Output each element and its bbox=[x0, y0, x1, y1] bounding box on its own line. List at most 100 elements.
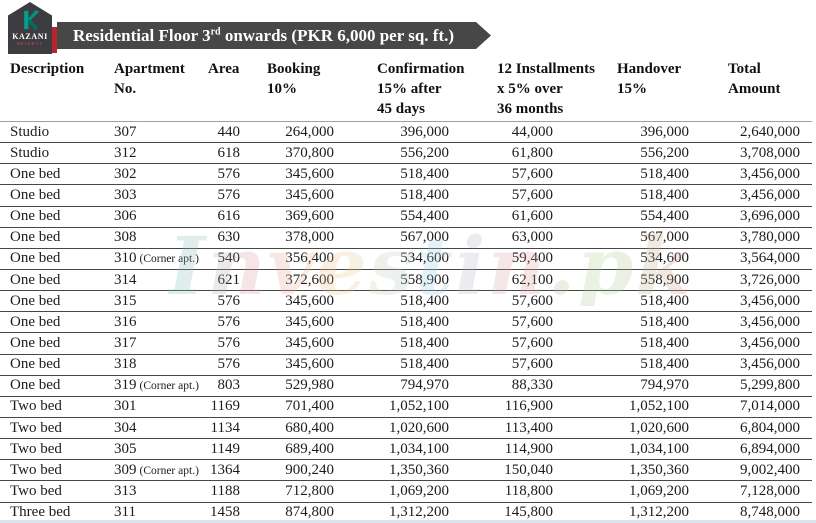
cell-handover: 554,400 bbox=[640, 208, 689, 225]
cell-area: 621 bbox=[217, 271, 241, 288]
cell-description: Two bed bbox=[10, 398, 62, 415]
column-header-1: Description bbox=[10, 59, 114, 119]
table-header-row: Description Apartment No. Area Booking 10% Con… bbox=[0, 59, 812, 119]
cell-apt: 315 bbox=[114, 293, 208, 310]
cell-confirmation: 1,052,100 bbox=[389, 398, 449, 415]
cell-handover: 1,034,100 bbox=[629, 440, 689, 457]
logo-red-accent bbox=[50, 27, 57, 53]
cell-description: Studio bbox=[10, 144, 50, 161]
cell-description: Two bed bbox=[10, 440, 62, 457]
apartment-number: 307 bbox=[114, 123, 137, 140]
column-header-6: 12 Installments x 5% over 36 months bbox=[457, 59, 595, 119]
page-title: Residential Floor 3rd onwards (PKR 6,000… bbox=[73, 26, 454, 46]
cell-handover: 1,020,600 bbox=[629, 419, 689, 436]
cell-confirmation: 518,400 bbox=[400, 313, 449, 330]
cell-area: 576 bbox=[217, 292, 241, 309]
cell-description: Three bed bbox=[10, 504, 71, 521]
table-row: One bed 310 (Corner apt.) 540 356,400 534,600… bbox=[0, 247, 812, 269]
cell-area: 1188 bbox=[210, 482, 240, 499]
cell-installment: 57,600 bbox=[511, 334, 553, 351]
cell-installment: 61,800 bbox=[511, 144, 553, 161]
cell-area: 1149 bbox=[210, 440, 240, 457]
logo-k-icon bbox=[24, 10, 40, 30]
cell-apt: 319 (Corner apt.) bbox=[114, 377, 208, 394]
cell-total: 3,726,000 bbox=[740, 271, 800, 288]
cell-description: One bed bbox=[10, 165, 61, 182]
cell-area: 630 bbox=[217, 229, 241, 246]
bottom-edge-strip bbox=[0, 520, 816, 523]
table-row: One bed 302 576 345,600 518,400 57,600 518,400… bbox=[0, 163, 812, 184]
cell-apt: 317 bbox=[114, 335, 208, 352]
apartment-number: 315 bbox=[114, 292, 137, 309]
column-header-3: Area bbox=[208, 59, 248, 119]
table-row: One bed 319 (Corner apt.) 803 529,980 794,970… bbox=[0, 374, 812, 396]
cell-apt: 302 bbox=[114, 166, 208, 183]
table-row: Two bed 305 1149 689,400 1,034,100 114,900 1,0… bbox=[0, 438, 812, 459]
cell-description: One bed bbox=[10, 313, 61, 330]
cell-description: One bed bbox=[10, 334, 61, 351]
cell-confirmation: 518,400 bbox=[400, 334, 449, 351]
cell-installment: 145,800 bbox=[504, 504, 553, 521]
cell-booking: 378,000 bbox=[285, 229, 334, 246]
cell-installment: 88,330 bbox=[511, 377, 553, 394]
title-banner: Residential Floor 3rd onwards (PKR 6,000… bbox=[57, 22, 491, 49]
table-row: One bed 317 576 345,600 518,400 57,600 518,400… bbox=[0, 332, 812, 353]
cell-confirmation: 518,400 bbox=[400, 165, 449, 182]
cell-confirmation: 1,020,600 bbox=[389, 419, 449, 436]
apartment-number: 302 bbox=[114, 165, 137, 182]
cell-total: 7,014,000 bbox=[740, 398, 800, 415]
cell-booking: 345,600 bbox=[285, 356, 334, 373]
page-title-prefix: Residential Floor 3 bbox=[73, 25, 211, 45]
cell-handover: 1,350,360 bbox=[629, 461, 689, 478]
cell-installment: 62,100 bbox=[511, 271, 553, 288]
cell-total: 3,456,000 bbox=[740, 165, 800, 182]
cell-total: 3,456,000 bbox=[740, 313, 800, 330]
cell-installment: 61,600 bbox=[511, 208, 553, 225]
apartment-number: 310 bbox=[114, 250, 137, 267]
cell-total: 8,748,000 bbox=[740, 504, 800, 521]
cell-installment: 57,600 bbox=[511, 292, 553, 309]
cell-confirmation: 1,350,360 bbox=[389, 461, 449, 478]
cell-handover: 1,069,200 bbox=[629, 482, 689, 499]
apartment-number: 306 bbox=[114, 208, 137, 225]
cell-booking: 356,400 bbox=[285, 250, 334, 267]
cell-confirmation: 554,400 bbox=[400, 208, 449, 225]
apartment-number: 318 bbox=[114, 356, 137, 373]
cell-area: 1134 bbox=[210, 419, 240, 436]
column-header-line: Area bbox=[208, 61, 240, 77]
apartment-number: 309 bbox=[114, 461, 137, 478]
cell-confirmation: 558,900 bbox=[400, 271, 449, 288]
cell-handover: 534,600 bbox=[640, 250, 689, 267]
cell-confirmation: 1,034,100 bbox=[389, 440, 449, 457]
cell-booking: 369,600 bbox=[285, 208, 334, 225]
column-header-4: Booking 10% bbox=[248, 59, 342, 119]
cell-description: One bed bbox=[10, 186, 61, 203]
cell-area: 540 bbox=[217, 250, 241, 267]
table-row: One bed 318 576 345,600 518,400 57,600 518,400… bbox=[0, 353, 812, 375]
column-header-5: Confirmation 15% after 45 days bbox=[342, 59, 465, 119]
apartment-number: 319 bbox=[114, 377, 137, 394]
logo-brand-text: KAZANI bbox=[12, 32, 48, 41]
column-header-line: No. bbox=[114, 81, 137, 97]
price-table-body: Studio 307 440 264,000 396,000 44,000 396,000 2… bbox=[0, 121, 812, 523]
cell-area: 1364 bbox=[210, 461, 240, 478]
cell-apt: 312 bbox=[114, 145, 208, 162]
cell-description: Studio bbox=[10, 123, 50, 140]
table-row: One bed 308 630 378,000 567,000 63,000 567,000… bbox=[0, 226, 812, 248]
cell-description: Two bed bbox=[10, 482, 62, 499]
table-row: One bed 306 616 369,600 554,400 61,600 554,400… bbox=[0, 205, 812, 227]
table-row: Two bed 309 (Corner apt.) 1364 900,240 1,350,… bbox=[0, 459, 812, 480]
cell-area: 618 bbox=[217, 144, 241, 161]
cell-apt: 313 bbox=[114, 483, 208, 500]
cell-booking: 345,600 bbox=[285, 186, 334, 203]
apartment-number: 316 bbox=[114, 313, 137, 330]
cell-handover: 518,400 bbox=[640, 186, 689, 203]
table-row: Two bed 304 1134 680,400 1,020,600 113,400 1,0… bbox=[0, 416, 812, 438]
table-row: One bed 303 576 345,600 518,400 57,600 518,400… bbox=[0, 184, 812, 205]
cell-booking: 689,400 bbox=[285, 440, 334, 457]
column-header-line: Amount bbox=[728, 81, 781, 97]
page-title-ordinal: rd bbox=[210, 25, 221, 37]
cell-area: 1458 bbox=[210, 504, 240, 521]
column-header-line: Booking bbox=[267, 61, 321, 77]
cell-handover: 396,000 bbox=[640, 123, 689, 140]
